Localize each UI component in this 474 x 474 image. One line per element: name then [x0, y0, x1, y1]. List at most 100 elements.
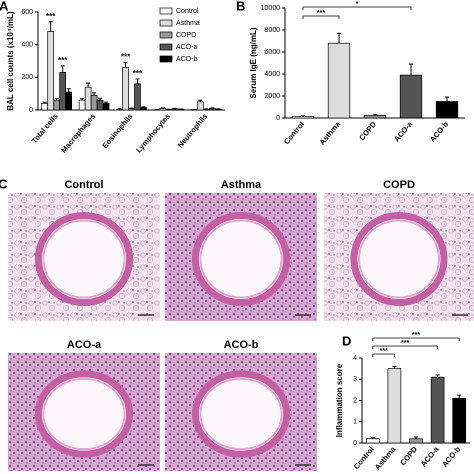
bracket — [372, 353, 395, 357]
significance: *** — [133, 69, 143, 78]
legend-swatch — [159, 19, 173, 27]
significance: *** — [412, 332, 420, 339]
y-tick-label: 3 — [353, 376, 357, 383]
bar — [171, 108, 179, 111]
image-title: ACO-b — [224, 339, 259, 351]
bar — [134, 83, 141, 111]
y-axis-label: Serum IgE (ng/mL) — [249, 27, 258, 98]
bar — [363, 114, 387, 119]
bar — [327, 42, 351, 119]
y-tick-label: 0 — [29, 107, 33, 114]
x-tick-label: ACO-b — [428, 119, 450, 143]
bar — [435, 101, 459, 119]
x-tick-label: Control — [282, 120, 306, 146]
y-axis-label: Inflammation score — [335, 363, 344, 437]
image-title: COPD — [383, 179, 415, 191]
x-tick-label: Control — [352, 445, 376, 471]
bar — [122, 67, 129, 111]
bar — [159, 108, 167, 111]
x-tick-label: Asthma — [317, 119, 342, 146]
bar — [291, 115, 315, 119]
bar — [78, 99, 86, 111]
bar — [140, 107, 147, 111]
y-tick-label: 10000 — [261, 5, 281, 12]
panel-letter: D — [342, 333, 351, 348]
y-tick-label: 6000 — [264, 49, 280, 56]
x-tick-label: ACO-a — [392, 119, 414, 143]
y-tick-label: 400 — [21, 42, 33, 49]
bracket — [372, 345, 438, 349]
legend-label: COPD — [176, 32, 196, 39]
legend-label: ACO-a — [176, 44, 198, 51]
legend-label: Control — [176, 8, 199, 15]
panel-letter: C — [0, 176, 8, 191]
bar — [90, 94, 98, 111]
x-tick-label: Total cells — [30, 112, 60, 145]
legend-swatch — [159, 7, 173, 15]
x-tick-label: Macrophages — [59, 112, 97, 155]
bar — [65, 91, 73, 111]
y-tick-label: 2000 — [264, 93, 280, 100]
bar — [208, 108, 216, 111]
legend-swatch — [159, 55, 173, 63]
bar — [59, 72, 67, 111]
legend-swatch — [159, 31, 173, 39]
bar — [196, 101, 204, 111]
bar — [409, 438, 423, 444]
x-tick-label: Lymphocytes — [134, 112, 172, 155]
image-title: ACO-a — [67, 339, 102, 351]
x-tick-label: COPD — [398, 444, 419, 467]
bracket — [302, 6, 412, 10]
bracket — [372, 337, 460, 341]
significance: *** — [46, 12, 56, 21]
significance: *** — [380, 348, 388, 355]
bar — [102, 103, 110, 111]
significance: *** — [401, 340, 409, 347]
airway-lumen — [199, 377, 283, 451]
histology-panel — [8, 193, 474, 471]
legend-swatch — [159, 43, 173, 51]
panel-letter: B — [236, 0, 245, 13]
bar — [399, 74, 423, 119]
y-tick-label: 2 — [353, 397, 357, 404]
bar — [53, 99, 61, 111]
bar — [41, 103, 49, 111]
x-tick-label: ACO-a — [419, 444, 441, 468]
legend-label: ACO-b — [176, 56, 198, 63]
x-tick-label: Eosinophils — [100, 112, 134, 150]
bar — [387, 368, 402, 444]
bar — [430, 376, 445, 444]
bar — [84, 86, 92, 111]
bracket — [302, 15, 340, 19]
image-title: Control — [64, 179, 103, 191]
image-title: Asthma — [221, 179, 262, 191]
x-tick-label: Neutrophils — [176, 112, 210, 150]
legend-label: Asthma — [176, 20, 200, 27]
y-tick-label: 0 — [276, 115, 280, 122]
bar — [452, 398, 467, 444]
airway-lumen — [42, 377, 126, 451]
significance: * — [356, 1, 359, 8]
y-tick-label: 4 — [353, 355, 357, 362]
airway-lumen — [358, 219, 440, 299]
x-tick-label: COPD — [357, 119, 378, 142]
y-tick-label: 200 — [21, 74, 33, 81]
airway-lumen — [42, 219, 126, 299]
x-tick-label: Asthma — [373, 444, 398, 471]
y-tick-label: 600 — [21, 9, 33, 16]
y-tick-label: 0 — [353, 440, 357, 447]
bar — [128, 108, 135, 111]
bar — [96, 99, 104, 111]
y-tick-label: 8000 — [264, 27, 280, 34]
x-tick-label: ACO-b — [440, 444, 462, 468]
y-tick-label: 4000 — [264, 71, 280, 78]
bar — [365, 438, 380, 444]
bar — [47, 31, 55, 111]
panel-letter: A — [0, 0, 9, 13]
significance: *** — [121, 53, 131, 62]
significance: *** — [58, 56, 68, 65]
airway-lumen — [199, 219, 283, 299]
y-axis-label: BAL cell counts (x10⁴/mL) — [6, 11, 15, 111]
significance: *** — [317, 10, 325, 17]
